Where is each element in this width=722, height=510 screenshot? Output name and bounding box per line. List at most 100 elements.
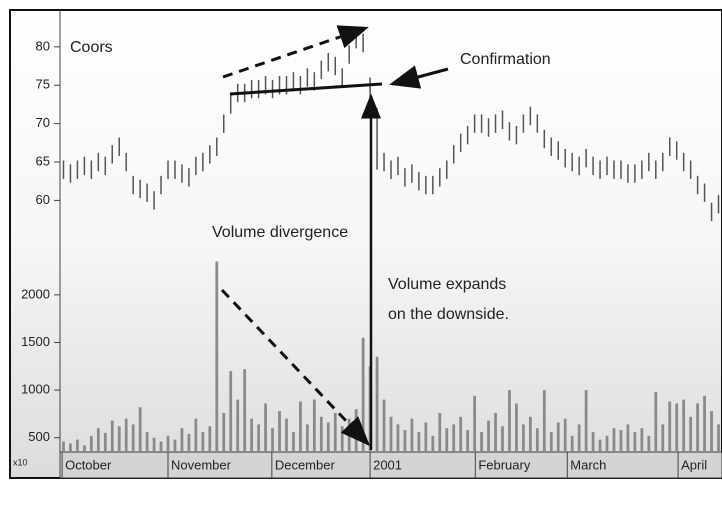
volume-bar [689, 416, 693, 452]
volume-bar [173, 439, 177, 452]
volume-bar [333, 412, 337, 452]
volume-bar [236, 399, 240, 452]
volume-bar [82, 445, 86, 452]
volume-bar [466, 430, 470, 452]
volume-bar [591, 432, 595, 452]
volume-bar [445, 428, 449, 452]
volume-bar [264, 403, 267, 452]
volume-bar [396, 424, 400, 452]
volume-bar [243, 369, 247, 452]
volume-bar [180, 428, 184, 452]
volume-bar [522, 424, 525, 452]
volume-bar [473, 395, 477, 452]
volume-bar [480, 432, 483, 452]
volume-bar [62, 441, 65, 452]
x-tick-label: December [275, 457, 336, 472]
volume-bar [347, 418, 351, 452]
volume-bar [222, 412, 226, 452]
volume-bar [250, 418, 254, 452]
trend-line [220, 288, 371, 447]
y-tick-label: 60 [36, 192, 50, 207]
volume-bar [696, 403, 700, 452]
x-tick-label: November [171, 457, 232, 472]
volume-bar [535, 428, 539, 452]
volume-bar [556, 422, 560, 452]
y2-tick-label: 2000 [21, 286, 50, 301]
volume-bar [459, 416, 463, 452]
volume-bar [103, 432, 107, 452]
volume-bar [710, 411, 713, 452]
volume-bar [612, 428, 616, 452]
volume-bar [619, 430, 623, 452]
volume-bar [668, 401, 672, 452]
volume-bar [285, 418, 288, 452]
x-tick-label: October [65, 457, 112, 472]
volume-bar [215, 261, 219, 452]
volume-bar [682, 399, 686, 452]
volume-bar [626, 424, 630, 452]
volume-bar [528, 416, 532, 452]
frame [9, 9, 722, 479]
annotation: Volume divergence [212, 224, 348, 241]
volume-bar [271, 428, 274, 452]
volume-bar [703, 395, 706, 452]
volume-bar [117, 426, 121, 452]
volume-bar [487, 420, 490, 452]
y2-tick-label: 1000 [21, 382, 50, 397]
volume-bar [403, 430, 407, 452]
volume-bar [389, 416, 393, 452]
volume-bar [89, 435, 93, 452]
volume-bar [661, 424, 665, 452]
volume-bar [340, 426, 344, 452]
volume-bar [124, 418, 128, 452]
volume-bar [257, 424, 260, 452]
volume-bar [675, 403, 679, 452]
volume-bar [361, 337, 365, 452]
volume-bar [382, 399, 386, 452]
chart-title: Coors [70, 39, 113, 56]
volume-bar [312, 399, 316, 452]
volume-bar [417, 432, 421, 452]
volume-bar [319, 416, 323, 452]
volume-bar [159, 441, 163, 452]
volume-bar [76, 439, 79, 452]
volume-bar [431, 435, 435, 452]
volume-bar [201, 432, 205, 452]
volume-bar [452, 424, 456, 452]
trend-line [229, 82, 383, 96]
volume-bar [305, 424, 309, 452]
volume-bar [563, 418, 567, 452]
volume-bar [410, 418, 414, 452]
volume-bar [542, 390, 546, 452]
volume-bar [166, 435, 170, 452]
volume-bar [633, 432, 637, 452]
volume-bar [717, 424, 720, 452]
volume-bar [145, 432, 149, 452]
x-tick-label: March [570, 457, 606, 472]
y2-tick-label: 1500 [21, 334, 50, 349]
y-tick-label: 75 [36, 77, 50, 92]
volume-bar [152, 437, 156, 452]
volume-bar [208, 426, 212, 452]
y2-tick-label: 500 [28, 429, 50, 444]
volume-bar [570, 435, 574, 452]
volume-bar [605, 435, 609, 452]
volume-bar [110, 420, 114, 452]
y-tick-label: 80 [36, 38, 50, 53]
volume-bar [640, 428, 644, 452]
annotation: Confirmation [460, 51, 551, 68]
volume-bar [494, 412, 497, 452]
volume-bar [194, 418, 198, 452]
volume-bar [187, 433, 191, 452]
y-tick-label: 65 [36, 153, 50, 168]
volume-bar [375, 356, 379, 452]
arrow [389, 65, 449, 89]
volume-bar [584, 390, 588, 452]
x-tick-label: April [681, 457, 707, 472]
volume-bar [549, 432, 553, 452]
volume-unit: x10 [13, 457, 28, 467]
volume-bar [501, 426, 504, 452]
volume-bar [438, 412, 442, 452]
